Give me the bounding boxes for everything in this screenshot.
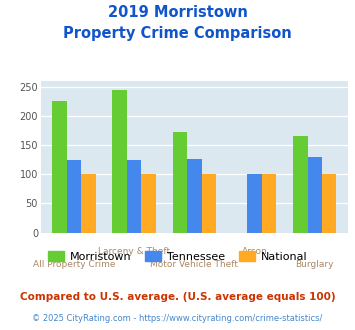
Text: Arson: Arson — [242, 248, 267, 256]
Bar — [187, 158, 202, 233]
Bar — [202, 174, 216, 233]
Text: Motor Vehicle Theft: Motor Vehicle Theft — [151, 260, 238, 269]
Bar — [141, 174, 156, 233]
Bar — [262, 174, 276, 233]
Text: Larceny & Theft: Larceny & Theft — [98, 248, 170, 256]
Bar — [81, 174, 95, 233]
Legend: Morristown, Tennessee, National: Morristown, Tennessee, National — [43, 247, 312, 267]
Bar — [113, 90, 127, 233]
Bar — [173, 132, 187, 233]
Text: 2019 Morristown: 2019 Morristown — [108, 5, 247, 20]
Text: Property Crime Comparison: Property Crime Comparison — [63, 26, 292, 41]
Text: All Property Crime: All Property Crime — [33, 260, 115, 269]
Text: © 2025 CityRating.com - https://www.cityrating.com/crime-statistics/: © 2025 CityRating.com - https://www.city… — [32, 314, 323, 323]
Bar — [293, 136, 307, 233]
Bar — [247, 174, 262, 233]
Bar — [307, 157, 322, 233]
Bar — [52, 101, 67, 233]
Bar — [67, 160, 81, 233]
Bar — [322, 174, 337, 233]
Text: Burglary: Burglary — [295, 260, 334, 269]
Bar — [127, 160, 141, 233]
Text: Compared to U.S. average. (U.S. average equals 100): Compared to U.S. average. (U.S. average … — [20, 292, 335, 302]
